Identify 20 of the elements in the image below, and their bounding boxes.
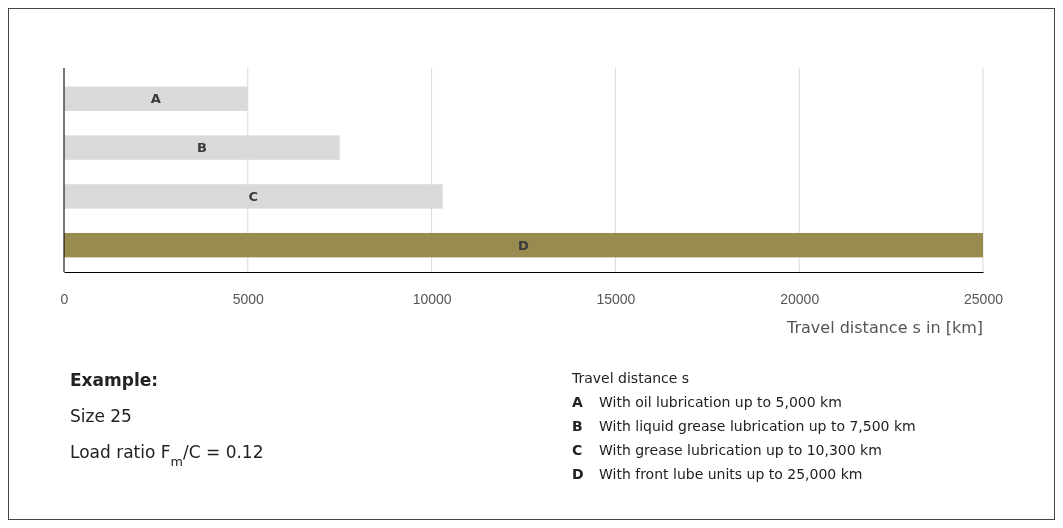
bar: [64, 232, 983, 258]
x-tick-label: 10000: [412, 290, 452, 307]
text: B With liquid grease lubrication up to 7,500 km: [572, 418, 916, 434]
x-tick-label: 25000: [964, 290, 1004, 307]
text: Example:: [70, 370, 159, 390]
text: D With front lube units up to 25,000 km: [572, 466, 863, 482]
x-tick-label: 5000: [232, 290, 265, 307]
text: A With oil lubrication up to 5,000 km: [572, 394, 842, 410]
x-tick-label: 0: [60, 290, 69, 307]
y-tick-label: B: [196, 140, 207, 156]
x-axis-title: Travel distance s in [km]: [786, 318, 983, 337]
text: C With grease lubrication up to 10,300 km: [572, 442, 882, 458]
x-tick-label: 20000: [780, 290, 820, 307]
y-tick-label: A: [150, 91, 161, 107]
text: Travel distance s: [571, 370, 690, 386]
text: Size 25: [70, 406, 132, 426]
text: Load ratio F$_{m}$/C = 0.12: [70, 442, 264, 469]
x-tick-label: 15000: [596, 290, 636, 307]
y-tick-label: C: [248, 188, 259, 204]
y-tick-label: D: [518, 237, 530, 253]
